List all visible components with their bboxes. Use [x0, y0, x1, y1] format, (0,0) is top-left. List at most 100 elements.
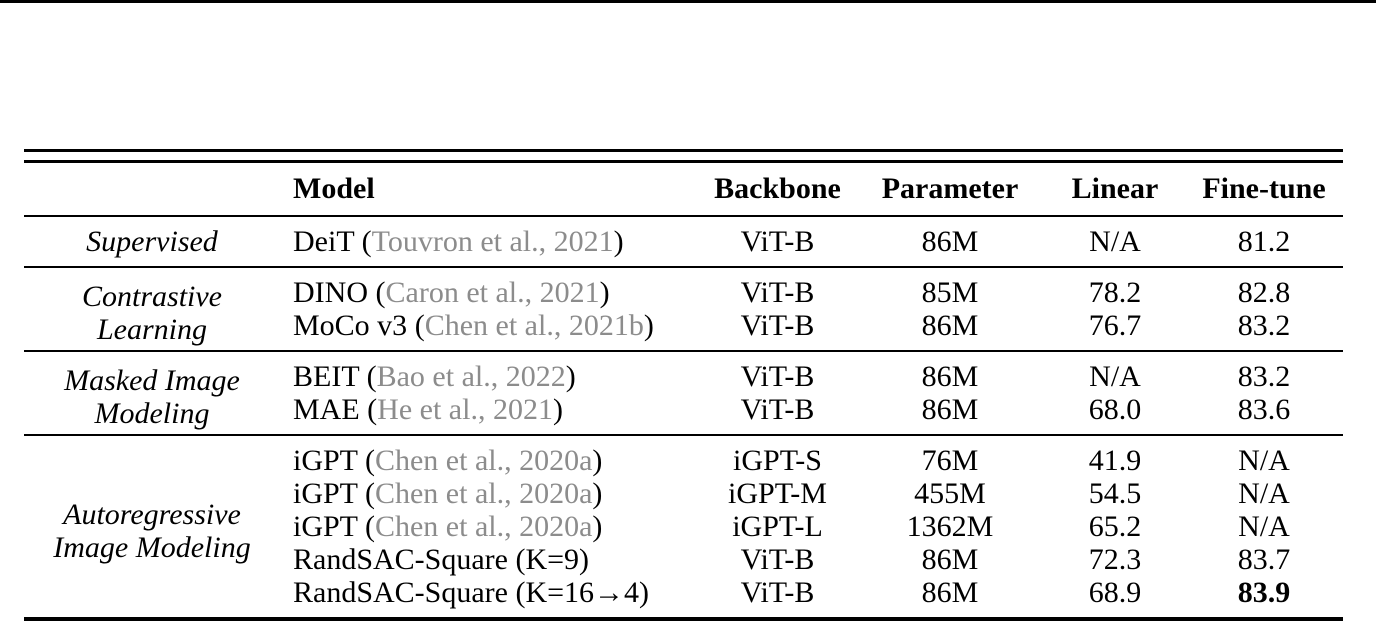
- parameter-cell: 1362M: [906, 510, 994, 543]
- citation-link[interactable]: He et al., 2021: [377, 393, 553, 426]
- results-table: Model Backbone Parameter Linear Fine-tun…: [24, 149, 1343, 621]
- table-row: iGPT (Chen et al., 2020a) iGPT-L 1362M 6…: [24, 510, 1343, 543]
- citation-paren: (: [368, 276, 386, 309]
- linear-cell: 41.9: [1088, 444, 1142, 477]
- citation-paren: ): [592, 477, 603, 510]
- header-group: [24, 163, 280, 216]
- parameter-cell: 86M: [921, 543, 979, 576]
- model-cell: RandSAC-Square (K=16→4): [280, 576, 700, 619]
- parameter-cell: 86M: [921, 576, 979, 609]
- group-label-line: Contrastive: [82, 280, 222, 313]
- citation-paren: ): [592, 510, 603, 543]
- model-name: iGPT: [293, 444, 358, 477]
- backbone-cell: iGPT-S: [733, 444, 822, 477]
- table-row: MAE (He et al., 2021) ViT-B 86M 68.0 83.…: [24, 393, 1343, 435]
- finetune-cell: N/A: [1238, 444, 1290, 477]
- citation-link[interactable]: Bao et al., 2022: [376, 360, 566, 393]
- backbone-cell: ViT-B: [740, 360, 815, 393]
- finetune-cell: 83.2: [1237, 360, 1291, 393]
- page-top-rule: [0, 0, 1376, 3]
- model-name: iGPT: [293, 510, 358, 543]
- group-label-masked-image-modeling: Masked Image Modeling: [24, 351, 280, 435]
- table-row: iGPT (Chen et al., 2020a) iGPT-M 455M 54…: [24, 477, 1343, 510]
- finetune-cell: 83.2: [1237, 309, 1291, 342]
- citation-paren: (: [359, 393, 378, 426]
- backbone-cell: ViT-B: [740, 225, 815, 258]
- backbone-cell: iGPT-L: [732, 510, 823, 543]
- finetune-cell: 83.6: [1237, 393, 1291, 426]
- model-name: iGPT: [293, 477, 358, 510]
- citation-link[interactable]: Caron et al., 2021: [385, 276, 600, 309]
- table-row: MoCo v3 (Chen et al., 2021b) ViT-B 86M 7…: [24, 309, 1343, 351]
- group-label-line: Image Modeling: [53, 530, 251, 564]
- parameter-cell: 86M: [921, 360, 979, 393]
- citation-link[interactable]: Chen et al., 2020a: [374, 444, 593, 477]
- citation-link[interactable]: Chen et al., 2021b: [424, 309, 644, 342]
- parameter-cell: 85M: [921, 276, 979, 309]
- citation-paren: ): [599, 276, 610, 309]
- citation-link[interactable]: Chen et al., 2020a: [374, 510, 593, 543]
- linear-cell: 78.2: [1088, 276, 1142, 309]
- table-row: Contrastive Learning DINO (Caron et al.,…: [24, 267, 1343, 346]
- linear-cell: 72.3: [1088, 543, 1142, 576]
- header-linear: Linear: [1071, 172, 1159, 205]
- model-name: DINO: [293, 276, 368, 309]
- table-row: Autoregressive Image Modeling iGPT (Chen…: [24, 435, 1343, 564]
- citation-paren: (: [357, 477, 375, 510]
- citation-paren: ): [552, 393, 563, 426]
- table-row: RandSAC-Square (K=9) ViT-B 86M 72.3 83.7: [24, 543, 1343, 576]
- table-row: Supervised DeiT (Touvron et al., 2021) V…: [24, 216, 1343, 267]
- model-name: RandSAC-Square (K=9): [293, 543, 590, 576]
- linear-cell: N/A: [1089, 360, 1141, 393]
- model-name: RandSAC-Square (K=16→4): [293, 576, 650, 609]
- group-label-line: Modeling: [94, 397, 210, 430]
- backbone-cell: ViT-B: [740, 309, 815, 342]
- group-label-line: Autoregressive: [63, 497, 241, 531]
- header-backbone: Backbone: [714, 172, 841, 205]
- finetune-cell: 83.9: [1237, 576, 1291, 609]
- citation-paren: (: [357, 510, 375, 543]
- linear-cell: 65.2: [1088, 510, 1142, 543]
- group-label-contrastive-learning: Contrastive Learning: [24, 267, 280, 351]
- model-cell: iGPT (Chen et al., 2020a): [280, 477, 700, 510]
- citation-link[interactable]: Touvron et al., 2021: [371, 225, 614, 258]
- citation-paren: ): [565, 360, 576, 393]
- citation-link[interactable]: Chen et al., 2020a: [374, 477, 593, 510]
- group-autoregressive-image-modeling: Autoregressive Image Modeling iGPT (Chen…: [24, 435, 1343, 619]
- citation-paren: (: [357, 444, 375, 477]
- header-model: Model: [293, 172, 375, 205]
- finetune-cell: N/A: [1238, 510, 1290, 543]
- model-name: BEIT: [293, 360, 360, 393]
- model-cell: MAE (He et al., 2021): [280, 393, 700, 435]
- table-row: RandSAC-Square (K=16→4) ViT-B 86M 68.9 8…: [24, 576, 1343, 619]
- parameter-cell: 455M: [914, 477, 986, 510]
- model-cell: DINO (Caron et al., 2021): [280, 267, 700, 309]
- header-parameter: Parameter: [881, 172, 1019, 205]
- group-supervised: Supervised DeiT (Touvron et al., 2021) V…: [24, 216, 1343, 267]
- backbone-cell: ViT-B: [740, 393, 815, 426]
- backbone-cell: iGPT-M: [728, 477, 827, 510]
- model-cell: RandSAC-Square (K=9): [280, 543, 700, 576]
- model-name: MoCo v3: [293, 309, 408, 342]
- backbone-cell: ViT-B: [740, 543, 815, 576]
- group-contrastive-learning: Contrastive Learning DINO (Caron et al.,…: [24, 267, 1343, 351]
- group-label-line: Masked Image: [64, 364, 240, 397]
- group-label-line: Supervised: [86, 225, 218, 258]
- table-top-double-rule: [24, 149, 1343, 163]
- model-name: MAE: [293, 393, 360, 426]
- linear-cell: 68.0: [1088, 393, 1142, 426]
- citation-paren: (: [354, 225, 372, 258]
- model-cell: BEIT (Bao et al., 2022): [280, 351, 700, 393]
- citation-paren: (: [359, 360, 377, 393]
- citation-paren: ): [592, 444, 603, 477]
- group-masked-image-modeling: Masked Image Modeling BEIT (Bao et al., …: [24, 351, 1343, 435]
- model-cell: iGPT (Chen et al., 2020a): [280, 510, 700, 543]
- model-name: DeiT: [293, 225, 355, 258]
- citation-paren: (: [407, 309, 425, 342]
- group-label-autoregressive-image-modeling: Autoregressive Image Modeling: [24, 435, 280, 619]
- finetune-cell: 81.2: [1237, 225, 1291, 258]
- linear-cell: N/A: [1089, 225, 1141, 258]
- backbone-cell: ViT-B: [740, 576, 815, 609]
- citation-paren: ): [643, 309, 654, 342]
- model-cell: DeiT (Touvron et al., 2021): [280, 216, 700, 267]
